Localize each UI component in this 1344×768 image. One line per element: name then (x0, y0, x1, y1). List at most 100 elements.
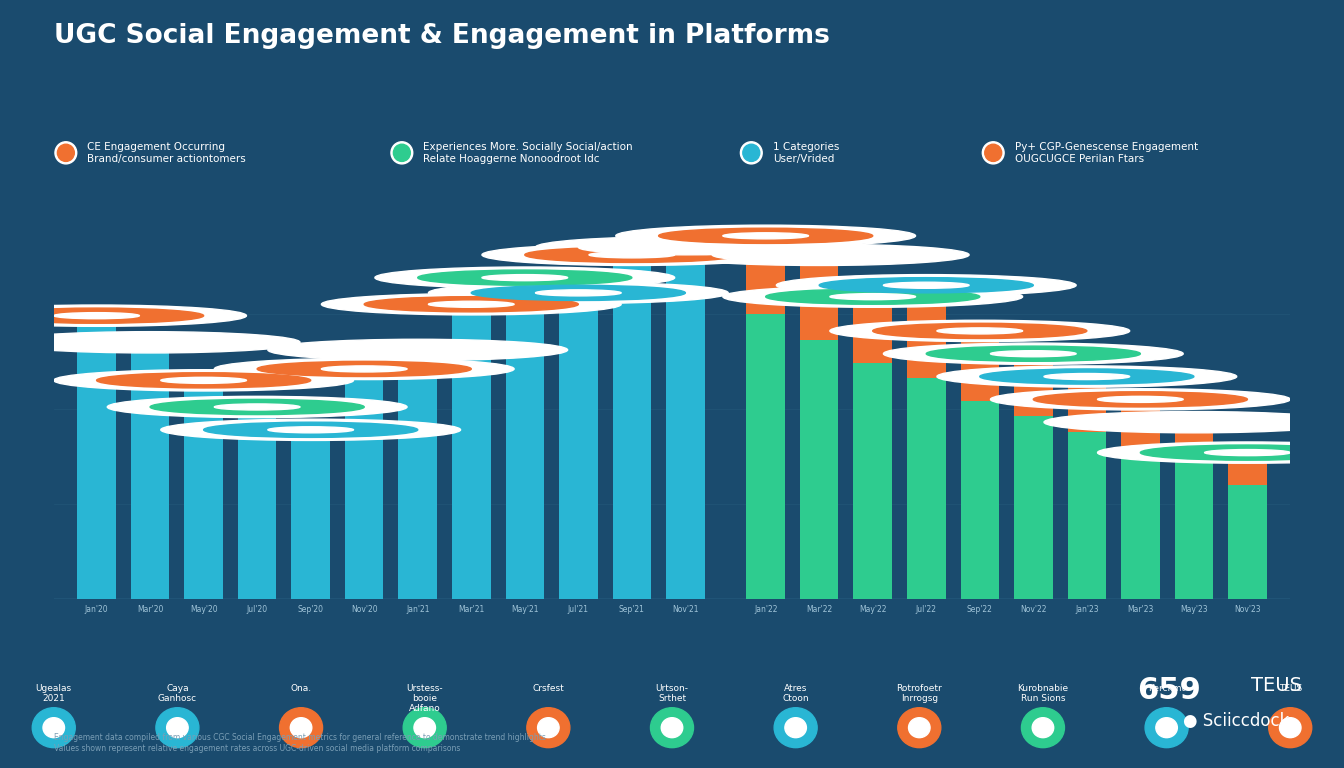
Circle shape (482, 275, 567, 280)
Bar (1121, 409, 1160, 447)
Circle shape (0, 305, 246, 326)
Circle shape (898, 708, 941, 748)
Circle shape (743, 144, 759, 161)
Circle shape (429, 301, 515, 307)
Circle shape (214, 359, 515, 379)
Text: Ona.: Ona. (290, 684, 312, 693)
Circle shape (535, 237, 835, 258)
Circle shape (578, 240, 793, 255)
Text: TEUS: TEUS (1278, 684, 1302, 693)
Bar (613, 264, 650, 599)
Circle shape (54, 369, 353, 391)
Circle shape (161, 377, 246, 383)
Circle shape (55, 142, 77, 164)
Circle shape (741, 142, 762, 164)
Text: Urstess-
booie
Adfano: Urstess- booie Adfano (406, 684, 444, 713)
Circle shape (43, 717, 65, 737)
Circle shape (872, 323, 1087, 339)
Circle shape (414, 717, 435, 737)
Circle shape (642, 244, 728, 250)
Text: ● Sciiccdock: ● Sciiccdock (1183, 712, 1289, 730)
Bar (1067, 432, 1106, 599)
Circle shape (418, 270, 632, 285)
Bar (452, 314, 491, 599)
Circle shape (1021, 708, 1064, 748)
Circle shape (1098, 396, 1183, 402)
Circle shape (204, 422, 418, 438)
Circle shape (1044, 373, 1130, 379)
Circle shape (723, 233, 809, 239)
Circle shape (909, 717, 930, 737)
Circle shape (1279, 717, 1301, 737)
Circle shape (1034, 392, 1247, 407)
Circle shape (1098, 442, 1344, 463)
Circle shape (403, 708, 446, 748)
Circle shape (280, 708, 323, 748)
Bar (1175, 462, 1214, 599)
Bar (292, 439, 331, 599)
Circle shape (883, 343, 1183, 364)
Text: Engagement data compiled from various CGC Social Engagement metrics for general : Engagement data compiled from various CG… (54, 733, 546, 753)
Text: Kurobnabie
Run Sions: Kurobnabie Run Sions (1017, 684, 1068, 703)
Bar (559, 303, 598, 599)
Circle shape (829, 293, 915, 300)
Circle shape (820, 278, 1034, 293)
Circle shape (538, 717, 559, 737)
Circle shape (1156, 717, 1177, 737)
Circle shape (321, 293, 621, 315)
Circle shape (616, 225, 915, 247)
Circle shape (937, 328, 1023, 334)
Text: 659: 659 (1137, 676, 1202, 705)
Circle shape (1150, 419, 1236, 425)
Bar (667, 257, 704, 599)
Circle shape (535, 290, 621, 296)
Bar (398, 359, 437, 599)
Circle shape (669, 244, 969, 266)
Circle shape (58, 144, 74, 161)
Circle shape (472, 285, 685, 300)
Circle shape (883, 282, 969, 288)
Bar (746, 245, 785, 314)
Circle shape (375, 267, 675, 288)
Text: Ugealas
2021: Ugealas 2021 (36, 684, 71, 703)
Circle shape (1145, 708, 1188, 748)
Circle shape (364, 296, 578, 312)
Text: Urtson-
Srthet: Urtson- Srthet (656, 684, 688, 703)
Circle shape (151, 399, 364, 415)
Circle shape (257, 361, 472, 376)
Circle shape (589, 252, 675, 258)
Bar (1067, 386, 1106, 432)
Circle shape (985, 144, 1001, 161)
Bar (345, 379, 383, 599)
Circle shape (777, 252, 862, 258)
Circle shape (991, 351, 1077, 357)
Bar (1013, 363, 1052, 416)
Bar (130, 352, 169, 599)
Circle shape (54, 313, 140, 319)
Text: Crsfest: Crsfest (532, 684, 564, 693)
Bar (238, 416, 277, 599)
Bar (853, 306, 892, 363)
Text: 1 Categories
User/Vrided: 1 Categories User/Vrided (773, 142, 839, 164)
Circle shape (97, 372, 310, 388)
Circle shape (1269, 708, 1312, 748)
Circle shape (991, 389, 1290, 410)
Circle shape (108, 339, 194, 346)
Bar (1013, 416, 1052, 599)
Circle shape (161, 419, 461, 440)
Bar (184, 390, 223, 599)
Circle shape (310, 343, 524, 358)
Circle shape (650, 708, 694, 748)
Text: CE Engagement Occurring
Brand/consumer actiontomers: CE Engagement Occurring Brand/consumer a… (87, 142, 246, 164)
Circle shape (659, 228, 872, 243)
Bar (746, 314, 785, 599)
Circle shape (1140, 445, 1344, 460)
Circle shape (321, 366, 407, 372)
Circle shape (723, 286, 1023, 307)
Text: Experiences More. Socially Social/action
Relate Hoaggerne Nonoodroot Idc: Experiences More. Socially Social/action… (423, 142, 633, 164)
Circle shape (43, 335, 257, 350)
Circle shape (829, 320, 1130, 342)
Circle shape (766, 289, 980, 304)
Circle shape (267, 427, 353, 433)
Text: TEUS: TEUS (1251, 676, 1302, 695)
